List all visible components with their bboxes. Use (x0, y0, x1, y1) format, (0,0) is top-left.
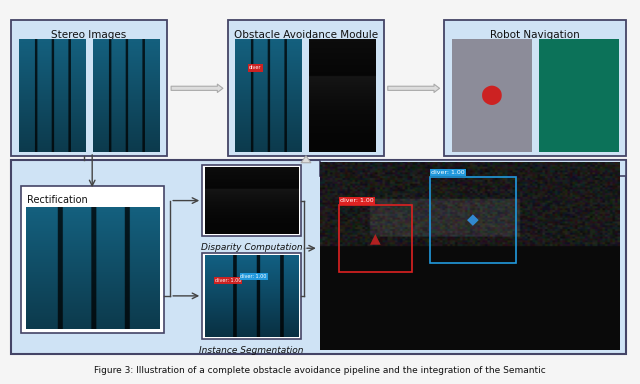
Text: ◆: ◆ (467, 212, 479, 227)
Bar (20, 186, 164, 333)
Text: diver: 1.00: diver: 1.00 (431, 170, 465, 175)
Text: Disparity Computation: Disparity Computation (201, 243, 302, 252)
Text: Figure 3: Illustration of a complete obstacle avoidance pipeline and the integra: Figure 3: Illustration of a complete obs… (94, 366, 546, 375)
Bar (228, 20, 384, 156)
Bar (429, 177, 516, 263)
Bar (11, 160, 626, 354)
Text: diver: 1.00: diver: 1.00 (340, 199, 374, 204)
Text: diver: 1.00: diver: 1.00 (215, 278, 241, 283)
Bar (339, 205, 412, 272)
Text: Instance Segmentation: Instance Segmentation (199, 346, 304, 355)
Text: Obstacle Avoidance Module: Obstacle Avoidance Module (234, 30, 378, 40)
Text: diver: 1.00: diver: 1.00 (241, 274, 267, 279)
Bar (202, 253, 301, 339)
Text: Stereo Images: Stereo Images (51, 30, 127, 40)
Text: Rectification: Rectification (27, 195, 88, 205)
Bar (320, 160, 626, 175)
Text: diver: diver (249, 65, 262, 70)
Text: Robot Navigation: Robot Navigation (490, 30, 580, 40)
Bar (202, 166, 301, 236)
Bar (444, 20, 626, 156)
Bar (11, 20, 167, 156)
Text: ▲: ▲ (371, 232, 381, 246)
Text: Semantic Obstacle Avoidance (SOAR): Semantic Obstacle Avoidance (SOAR) (381, 162, 564, 172)
